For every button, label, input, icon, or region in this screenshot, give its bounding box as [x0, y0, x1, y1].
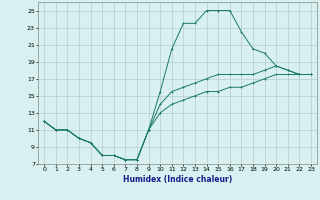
X-axis label: Humidex (Indice chaleur): Humidex (Indice chaleur) — [123, 175, 232, 184]
